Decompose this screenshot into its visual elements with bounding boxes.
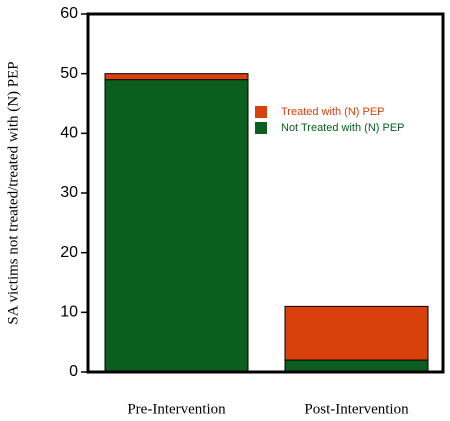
- y-tick-label: 10: [60, 304, 78, 321]
- legend-swatch: [255, 122, 267, 134]
- legend-swatch: [255, 106, 267, 118]
- y-tick-label: 40: [60, 125, 78, 142]
- y-tick-label: 20: [60, 244, 78, 261]
- bar-segment: [104, 73, 249, 81]
- bar-segment: [284, 359, 429, 373]
- x-tick-label: Post-Intervention: [304, 401, 409, 417]
- plot-frame: [86, 12, 445, 374]
- y-tick-label: 30: [60, 184, 78, 201]
- y-tick-label: 50: [60, 65, 78, 82]
- bar-segment: [284, 305, 429, 361]
- bar-segment: [104, 79, 249, 373]
- x-tick-label: Pre-Intervention: [127, 401, 226, 417]
- y-tick-label: 0: [69, 363, 78, 380]
- legend-label: Not Treated with (N) PEP: [281, 122, 405, 134]
- y-tick-label: 60: [60, 5, 78, 22]
- y-axis-label: SA victims not treated/treated with (N) …: [5, 61, 21, 324]
- legend-label: Treated with (N) PEP: [281, 106, 385, 118]
